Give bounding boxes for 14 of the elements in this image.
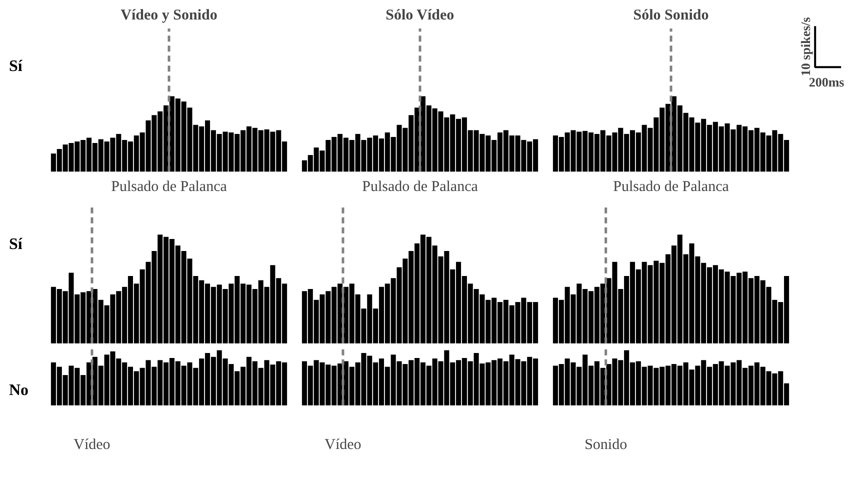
text: Pulsado de Palanca [362, 178, 478, 195]
text: 10 spikes/s [798, 17, 814, 76]
text: Sonido [584, 437, 628, 454]
y-axis-title: Sí [9, 235, 22, 255]
chart-title: Sólo Sonido [633, 8, 709, 24]
chart-title: Vídeo y Sonido [120, 8, 218, 24]
text: Pulsado de Palanca [111, 178, 228, 195]
text: Vídeo [74, 437, 110, 454]
y-axis-title: No [9, 381, 29, 401]
text: 200ms [808, 74, 844, 90]
text: Pulsado de Palanca [613, 178, 730, 195]
y-axis-title: Sí [9, 57, 22, 77]
chart-title: Sólo Vídeo [386, 8, 454, 24]
text: Vídeo [324, 437, 362, 454]
